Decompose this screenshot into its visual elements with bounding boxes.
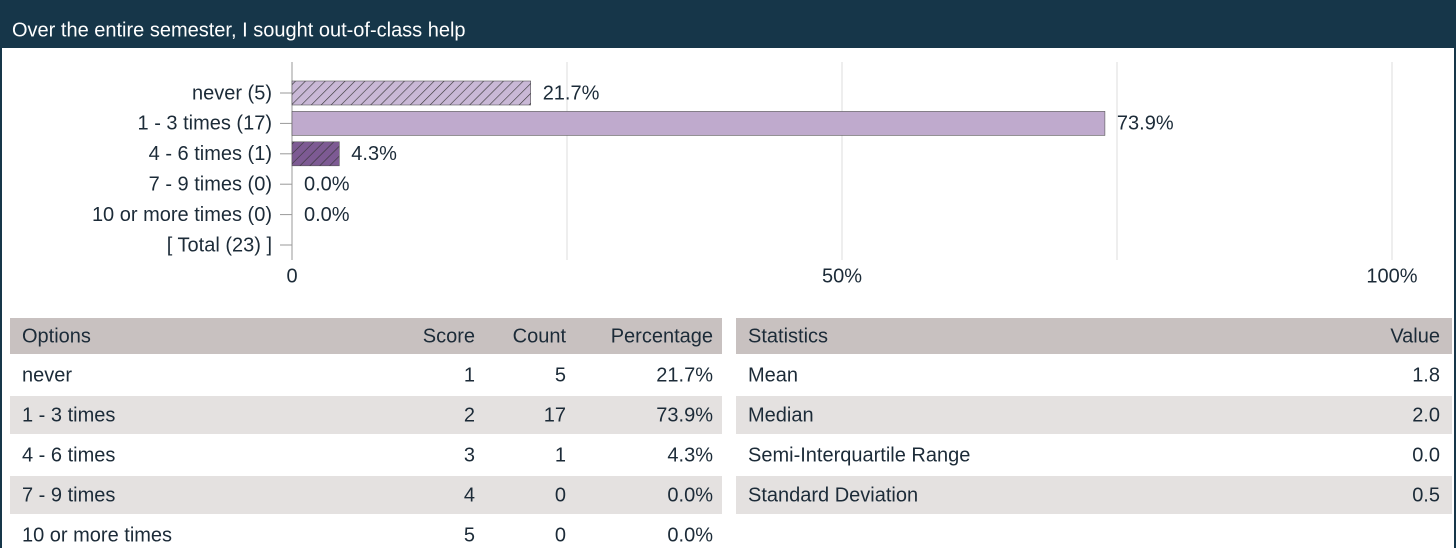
category-label: 1 - 3 times (17) [138, 113, 272, 135]
table-row [10, 356, 722, 394]
table-cell: Median [748, 404, 814, 426]
bar-hatch [292, 81, 531, 105]
table-cell: 4 - 6 times [22, 444, 115, 466]
category-label: never (5) [192, 82, 272, 104]
bar-hatch [292, 141, 340, 166]
table-cell: 1 [555, 444, 566, 466]
table-row [736, 396, 1452, 434]
table-cell: 17 [544, 404, 566, 426]
table-cell: 0.0% [667, 524, 713, 546]
table-cell: 0 [555, 484, 566, 506]
value-label: 0.0% [304, 173, 350, 195]
table-cell: 10 or more times [22, 524, 172, 546]
x-tick-label: 50% [822, 265, 862, 287]
table-cell: 4.3% [667, 444, 713, 466]
column-header: Score [423, 325, 475, 347]
column-header: Count [513, 325, 567, 347]
table-cell: 0.5 [1412, 484, 1440, 506]
table-cell: never [22, 364, 72, 386]
table-cell: 1 - 3 times [22, 404, 115, 426]
column-header: Percentage [611, 325, 713, 347]
title-bar [0, 0, 1456, 48]
table-row [10, 516, 722, 548]
table-cell: 5 [555, 364, 566, 386]
table-cell: 3 [464, 444, 475, 466]
table-row [10, 396, 722, 434]
table-cell: 0 [555, 524, 566, 546]
column-header: Value [1390, 325, 1440, 347]
table-row [10, 436, 722, 474]
table-cell: Mean [748, 364, 798, 386]
table-header [10, 318, 722, 354]
x-tick-label: 100% [1366, 265, 1417, 287]
title: Over the entire semester, I sought out-o… [12, 19, 466, 41]
x-tick-label: 0 [286, 265, 297, 287]
column-header: Statistics [748, 325, 828, 347]
table-cell: 2 [464, 404, 475, 426]
table-cell: 7 - 9 times [22, 484, 115, 506]
table-cell: 1 [464, 364, 475, 386]
table-row [736, 436, 1452, 474]
table-cell: 73.9% [656, 404, 713, 426]
table-cell: Standard Deviation [748, 484, 918, 506]
table-cell: Semi-Interquartile Range [748, 444, 970, 466]
table-cell: 0.0% [667, 484, 713, 506]
table-cell: 0.0 [1412, 444, 1440, 466]
value-label: 4.3% [351, 143, 397, 165]
category-label: 7 - 9 times (0) [149, 173, 272, 195]
table-row [736, 356, 1452, 394]
category-label: 4 - 6 times (1) [149, 143, 272, 165]
table-cell: 4 [464, 484, 475, 506]
category-label: 10 or more times (0) [92, 204, 272, 226]
value-label: 73.9% [1117, 113, 1174, 135]
value-label: 0.0% [304, 204, 350, 226]
total-label: [ Total (23) ] [167, 234, 272, 256]
table-cell: 5 [464, 524, 475, 546]
value-label: 21.7% [543, 82, 600, 104]
bar [291, 111, 1106, 136]
table-cell: 21.7% [656, 364, 713, 386]
table-cell: 1.8 [1412, 364, 1440, 386]
table-cell: 2.0 [1412, 404, 1440, 426]
table-header [736, 318, 1452, 354]
table-row [736, 476, 1452, 514]
column-header: Options [22, 325, 91, 347]
table-row [10, 476, 722, 514]
